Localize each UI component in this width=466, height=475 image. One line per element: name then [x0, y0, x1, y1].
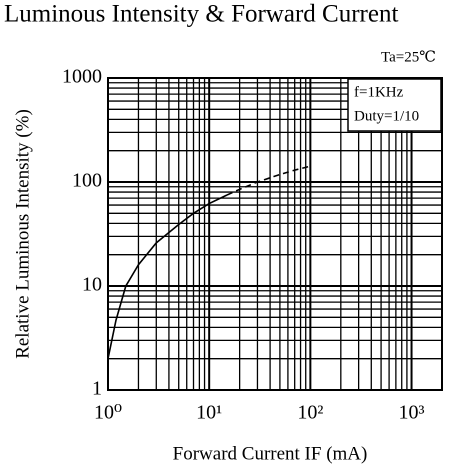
- plot-frame: [107, 77, 443, 391]
- x-tick-label: 10³: [399, 402, 425, 424]
- x-axis-label: Forward Current IF (mA): [173, 443, 368, 464]
- annotation-box: [347, 78, 442, 132]
- annotation: Ta=25℃: [381, 49, 436, 65]
- x-tick-label: 10²: [297, 402, 323, 424]
- annotation: Duty=1/10: [354, 108, 419, 124]
- data-line: [107, 194, 228, 359]
- y-tick-label: 1000: [62, 66, 102, 88]
- y-tick-label: 1: [92, 378, 102, 400]
- x-tick-label: 10⁰: [94, 402, 122, 424]
- y-tick-label: 100: [72, 170, 102, 192]
- annotation: f=1KHz: [354, 84, 404, 100]
- y-axis-label: Relative Luminous Intensity (%): [12, 109, 33, 359]
- x-tick-label: 10¹: [196, 402, 222, 424]
- chart-title: Luminous Intensity & Forward Current: [4, 1, 398, 28]
- data-line: [226, 165, 311, 196]
- y-tick-label: 10: [82, 274, 102, 296]
